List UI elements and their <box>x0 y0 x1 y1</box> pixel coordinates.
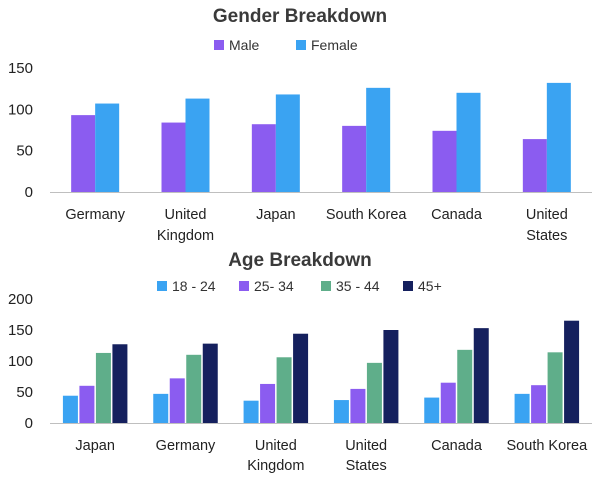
category-label: Japan <box>256 207 296 223</box>
y-tick-label: 150 <box>8 322 33 339</box>
bar-female-south-korea <box>366 87 391 192</box>
category-label: Kingdom <box>157 228 214 244</box>
bar-35-44-south-korea <box>547 352 563 423</box>
legend-label: 25- 34 <box>254 278 294 294</box>
bar-45-united-states <box>383 330 399 423</box>
legend-item-male: Male <box>214 37 260 53</box>
bar-45-japan <box>112 344 128 423</box>
legend-label: 18 - 24 <box>172 278 216 294</box>
legend-item-18-24: 18 - 24 <box>157 278 216 294</box>
bar-35-44-japan <box>95 352 111 423</box>
bar-18-24-japan <box>62 395 78 423</box>
legend-swatch <box>239 281 249 291</box>
bar-18-24-united-kingdom <box>243 400 259 423</box>
legend-label: Female <box>311 37 358 53</box>
bar-female-germany <box>95 103 120 192</box>
legend-label: 35 - 44 <box>336 278 380 294</box>
category-label: Japan <box>75 438 115 454</box>
bar-35-44-united-kingdom <box>276 357 292 423</box>
age-breakdown-chart: Age Breakdown 18 - 24 25- 34 35 - 44 45+ 0 50 1… <box>8 250 592 474</box>
bar-18-24-united-states <box>333 400 349 423</box>
legend-item-45: 45+ <box>403 278 442 294</box>
category-label: South Korea <box>326 207 408 223</box>
chart-title: Age Breakdown <box>228 250 372 271</box>
bar-female-united-states <box>546 82 571 192</box>
y-tick-label: 100 <box>8 101 33 118</box>
bar-18-24-germany <box>153 393 169 423</box>
legend-item-35-44: 35 - 44 <box>321 278 380 294</box>
legend-item-25-34: 25- 34 <box>239 278 294 294</box>
category-label: United <box>165 207 207 223</box>
category-label: States <box>526 228 567 244</box>
gender-breakdown-chart: Gender Breakdown Male Female 0 50 100 150 Germa… <box>8 6 592 244</box>
category-label: South Korea <box>507 438 589 454</box>
bar-25-34-united-states <box>350 388 366 423</box>
y-tick-label: 0 <box>25 415 33 432</box>
y-tick-label: 100 <box>8 353 33 370</box>
legend-swatch <box>214 40 224 50</box>
legend-swatch <box>321 281 331 291</box>
category-label: United <box>345 438 387 454</box>
bar-45-germany <box>202 343 218 423</box>
y-tick-label: 50 <box>16 143 33 160</box>
legend-item-female: Female <box>296 37 358 53</box>
bar-18-24-canada <box>424 397 440 423</box>
category-label: Canada <box>431 207 483 223</box>
bar-male-united-states <box>522 139 547 192</box>
bar-25-34-canada <box>440 382 456 423</box>
bar-male-united-kingdom <box>161 122 186 192</box>
y-tick-label: 150 <box>8 60 33 77</box>
bar-male-japan <box>251 124 276 192</box>
bar-male-south-korea <box>342 125 367 192</box>
category-label: States <box>346 458 387 474</box>
bar-25-34-japan <box>79 385 95 423</box>
legend-label: 45+ <box>418 278 442 294</box>
category-label: United <box>526 207 568 223</box>
bar-female-united-kingdom <box>185 98 210 192</box>
bar-female-canada <box>456 92 481 192</box>
bar-18-24-south-korea <box>514 393 530 423</box>
category-label: United <box>255 438 297 454</box>
y-tick-label: 0 <box>25 184 33 201</box>
bar-25-34-united-kingdom <box>260 383 276 423</box>
category-label: Germany <box>65 207 125 223</box>
legend-swatch <box>296 40 306 50</box>
bar-25-34-south-korea <box>531 385 547 423</box>
bar-35-44-canada <box>457 349 473 423</box>
category-label: Germany <box>156 438 216 454</box>
legend-swatch <box>157 281 167 291</box>
category-label: Canada <box>431 438 483 454</box>
bar-35-44-united-states <box>366 362 382 423</box>
chart-title: Gender Breakdown <box>213 6 387 27</box>
bar-45-canada <box>473 328 489 423</box>
bar-45-united-kingdom <box>293 333 309 423</box>
category-label: Kingdom <box>247 458 304 474</box>
bar-45-south-korea <box>564 320 580 423</box>
bar-35-44-germany <box>186 354 202 423</box>
y-tick-label: 50 <box>16 384 33 401</box>
bar-male-germany <box>71 115 96 192</box>
bar-25-34-germany <box>169 378 185 423</box>
legend-swatch <box>403 281 413 291</box>
legend-label: Male <box>229 37 260 53</box>
y-tick-label: 200 <box>8 291 33 308</box>
bar-female-japan <box>275 94 300 192</box>
bar-male-canada <box>432 130 457 192</box>
